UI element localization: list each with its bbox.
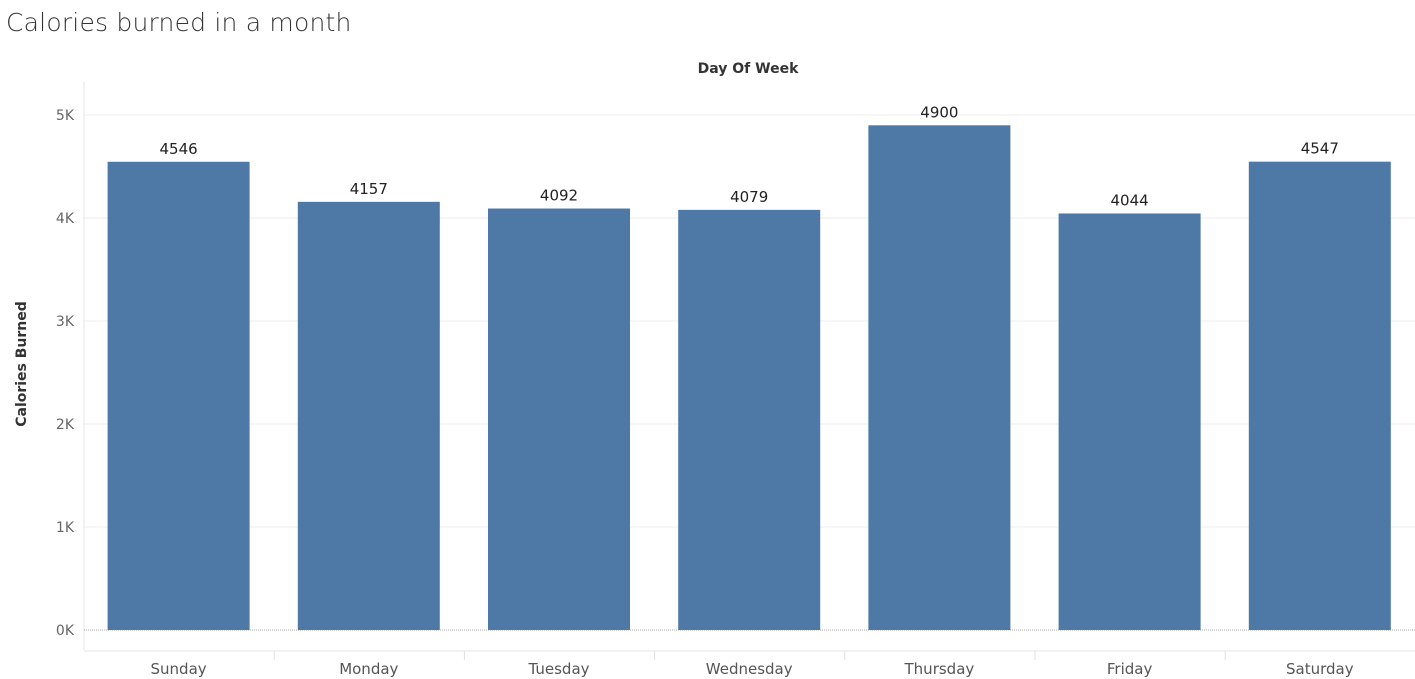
bar-wednesday[interactable]	[678, 209, 821, 630]
bar-friday[interactable]	[1058, 213, 1201, 630]
axes: 0K 1K 2K 3K 4K 5K	[56, 82, 1415, 660]
y-axis-title: Calories Burned	[14, 301, 30, 427]
y-tick-label: 3K	[56, 314, 75, 330]
y-tick-label: 1K	[56, 520, 75, 536]
y-tick-label: 0K	[56, 623, 75, 639]
column-header: Day Of Week	[698, 61, 799, 77]
bar-saturday[interactable]	[1248, 161, 1391, 630]
x-tick-label: Wednesday	[706, 660, 793, 678]
bar-monday[interactable]	[297, 201, 440, 631]
x-tick-label: Monday	[339, 660, 398, 678]
data-label: 4546	[160, 140, 198, 158]
x-tick-label: Saturday	[1286, 660, 1354, 678]
x-tick-label: Friday	[1107, 660, 1153, 678]
x-tick-label: Tuesday	[527, 660, 589, 678]
data-label: 4157	[350, 180, 388, 198]
bar-sunday[interactable]	[107, 161, 250, 630]
y-tick-label: 2K	[56, 417, 75, 433]
x-tick-label: Thursday	[904, 660, 975, 678]
data-label: 4547	[1301, 140, 1339, 158]
y-tick-label: 4K	[56, 211, 75, 227]
x-tick-label: Sunday	[151, 660, 207, 678]
bars	[107, 125, 1391, 631]
labels: 4546 Sunday 4157 Monday 4092 Tuesday 4079 Wedne…	[151, 103, 1354, 678]
y-tick-label: 5K	[56, 108, 75, 124]
bar-tuesday[interactable]	[488, 208, 630, 631]
data-label: 4079	[730, 188, 768, 206]
bar-thursday[interactable]	[868, 125, 1011, 631]
data-label: 4092	[540, 187, 578, 205]
data-label: 4044	[1111, 191, 1149, 209]
data-label: 4900	[920, 103, 958, 121]
chart-title: Calories burned in a month	[6, 8, 352, 37]
